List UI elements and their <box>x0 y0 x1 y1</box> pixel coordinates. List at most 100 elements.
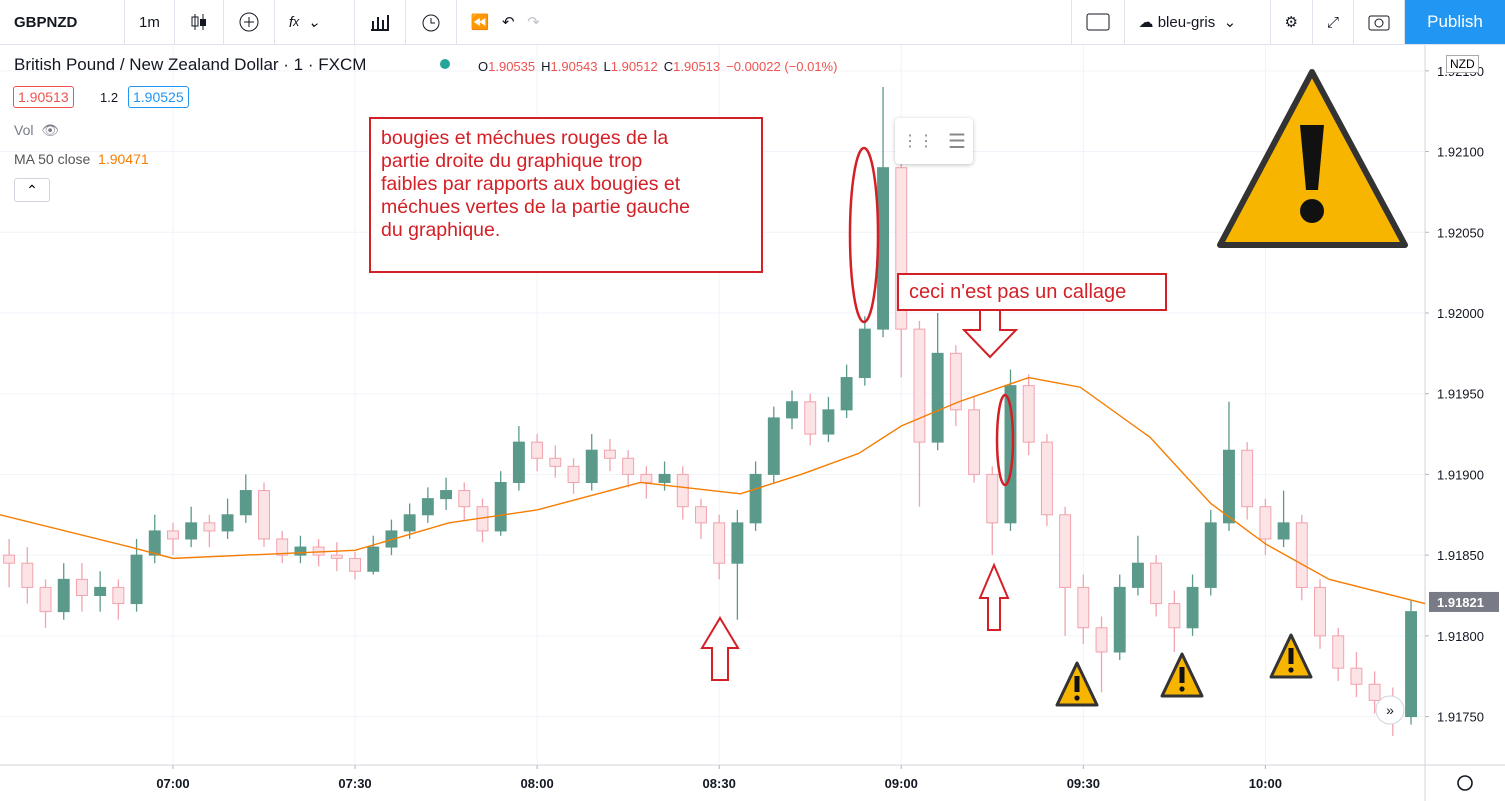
ma-legend: MA 50 close 1.90471 <box>14 151 149 167</box>
candle-body <box>858 328 871 379</box>
candle-body <box>1368 683 1381 701</box>
candle-body <box>695 506 707 524</box>
y-tick-label: 1.91900 <box>1437 467 1484 482</box>
ohlc-value: 1.90535 <box>488 59 536 74</box>
candle-body <box>1350 667 1363 685</box>
candle-body <box>731 522 744 564</box>
ohlc-value: 1.90513 <box>673 59 721 74</box>
ellipse <box>848 146 880 324</box>
candle-body <box>294 546 307 556</box>
annotation-line: bougies et méchues rouges de la <box>381 127 669 149</box>
candle-body <box>3 554 16 564</box>
candle-body <box>258 490 270 540</box>
candle-body <box>676 473 689 508</box>
x-tick-label: 09:30 <box>1067 776 1100 791</box>
layout-button[interactable] <box>1070 0 1125 44</box>
candle-body <box>622 457 635 475</box>
candle-body <box>75 578 88 596</box>
y-tick-label: 1.91950 <box>1437 387 1484 402</box>
theme-select[interactable]: ☁ bleu-gris ⌄ <box>1125 0 1271 44</box>
candle-body <box>403 514 416 532</box>
annotation-line: faibles par rapports aux bougies et <box>381 173 681 195</box>
candle-body <box>57 578 70 613</box>
replay-button[interactable]: ⏪ ↶ ↷ <box>470 14 540 31</box>
symbol[interactable]: GBPNZD <box>0 0 125 44</box>
arrow-up <box>700 616 740 681</box>
market-status <box>440 59 450 69</box>
candle-body <box>367 546 380 572</box>
publish-button[interactable]: Publish <box>1405 0 1505 44</box>
candle-body <box>1277 522 1290 540</box>
candle-body <box>1405 611 1418 718</box>
annotation-box: bougies et méchues rouges de la partie dr… <box>369 117 763 273</box>
y-tick-label: 1.92050 <box>1437 225 1484 240</box>
candle-body <box>1259 506 1272 540</box>
candle-body <box>330 554 343 559</box>
change: −0.00022 (−0.01%) <box>726 59 838 74</box>
y-tick-label: 1.91750 <box>1437 710 1484 725</box>
annotation-callage: ceci n'est pas un callage <box>897 273 1167 311</box>
ohlc: O1.90535 H1.90543 L1.90512 C1.90513 −0.00022… <box>478 59 837 74</box>
candle-body <box>822 409 835 435</box>
ohlc-value: 1.90512 <box>610 59 658 74</box>
candle-body <box>1168 603 1181 629</box>
candle-body <box>185 522 198 540</box>
bid[interactable]: 1.90513 <box>13 86 74 108</box>
snapshot-button[interactable] <box>1354 0 1405 44</box>
candle-body <box>1131 562 1144 588</box>
ask[interactable]: 1.90525 <box>128 86 189 108</box>
x-tick-label: 10:00 <box>1249 776 1282 791</box>
candle-body <box>895 167 908 330</box>
interval[interactable]: 1m <box>125 0 175 44</box>
candle-body <box>1241 449 1254 508</box>
x-tick-label: 08:30 <box>703 776 736 791</box>
y-tick-label: 1.92100 <box>1437 145 1484 160</box>
collapse-button[interactable]: ⌃ <box>14 178 50 202</box>
candle-body <box>94 586 107 596</box>
alert-button[interactable] <box>406 0 457 44</box>
x-tick-label: 07:00 <box>156 776 189 791</box>
ohlc-label: C <box>663 59 674 74</box>
scroll-button[interactable]: » <box>1375 695 1405 725</box>
fullscreen-button[interactable]: ⤢ <box>1313 0 1354 44</box>
ohlc-value: 1.90543 <box>550 59 598 74</box>
theme-name: bleu-gris <box>1157 13 1216 31</box>
templates-button[interactable] <box>355 0 406 44</box>
compare-button[interactable] <box>224 0 275 44</box>
ma-name: MA 50 close <box>14 151 91 167</box>
svg-text:»: » <box>1386 702 1394 718</box>
warning <box>1055 661 1099 707</box>
candle-body <box>549 457 562 467</box>
arrow-up <box>978 562 1010 631</box>
annotation-line: partie droite du graphique trop <box>381 150 643 172</box>
candle-body <box>1077 586 1090 629</box>
candle-body <box>512 441 525 483</box>
candle-body <box>767 417 780 475</box>
settings-button[interactable]: ⚙ <box>1271 0 1313 44</box>
candle-body <box>931 352 944 443</box>
candle-body <box>531 441 544 459</box>
warning <box>1269 633 1313 679</box>
candle-body <box>21 562 34 588</box>
candle-body <box>585 449 598 483</box>
annotation-line: du graphique. <box>381 219 501 241</box>
last-price-box <box>1429 591 1499 612</box>
spread: 1.2 <box>100 90 119 105</box>
candle-body <box>567 465 580 483</box>
settings-gear[interactable] <box>1457 775 1473 791</box>
candle-body <box>1095 627 1108 653</box>
symbol-title: British Pound / New Zealand Dollar · 1 ·… <box>14 55 367 74</box>
chart-type-button[interactable] <box>175 0 224 44</box>
candle-body <box>1113 586 1126 653</box>
ohlc-label: O <box>478 59 489 74</box>
candle-body <box>840 377 853 411</box>
candle-body <box>39 586 52 613</box>
candle-body <box>203 522 216 532</box>
candle-body <box>1022 385 1035 443</box>
price-axis <box>1425 45 1505 801</box>
floating-toolbar[interactable]: ⋮⋮ ☰ <box>895 118 973 164</box>
candle-body <box>1204 522 1217 588</box>
